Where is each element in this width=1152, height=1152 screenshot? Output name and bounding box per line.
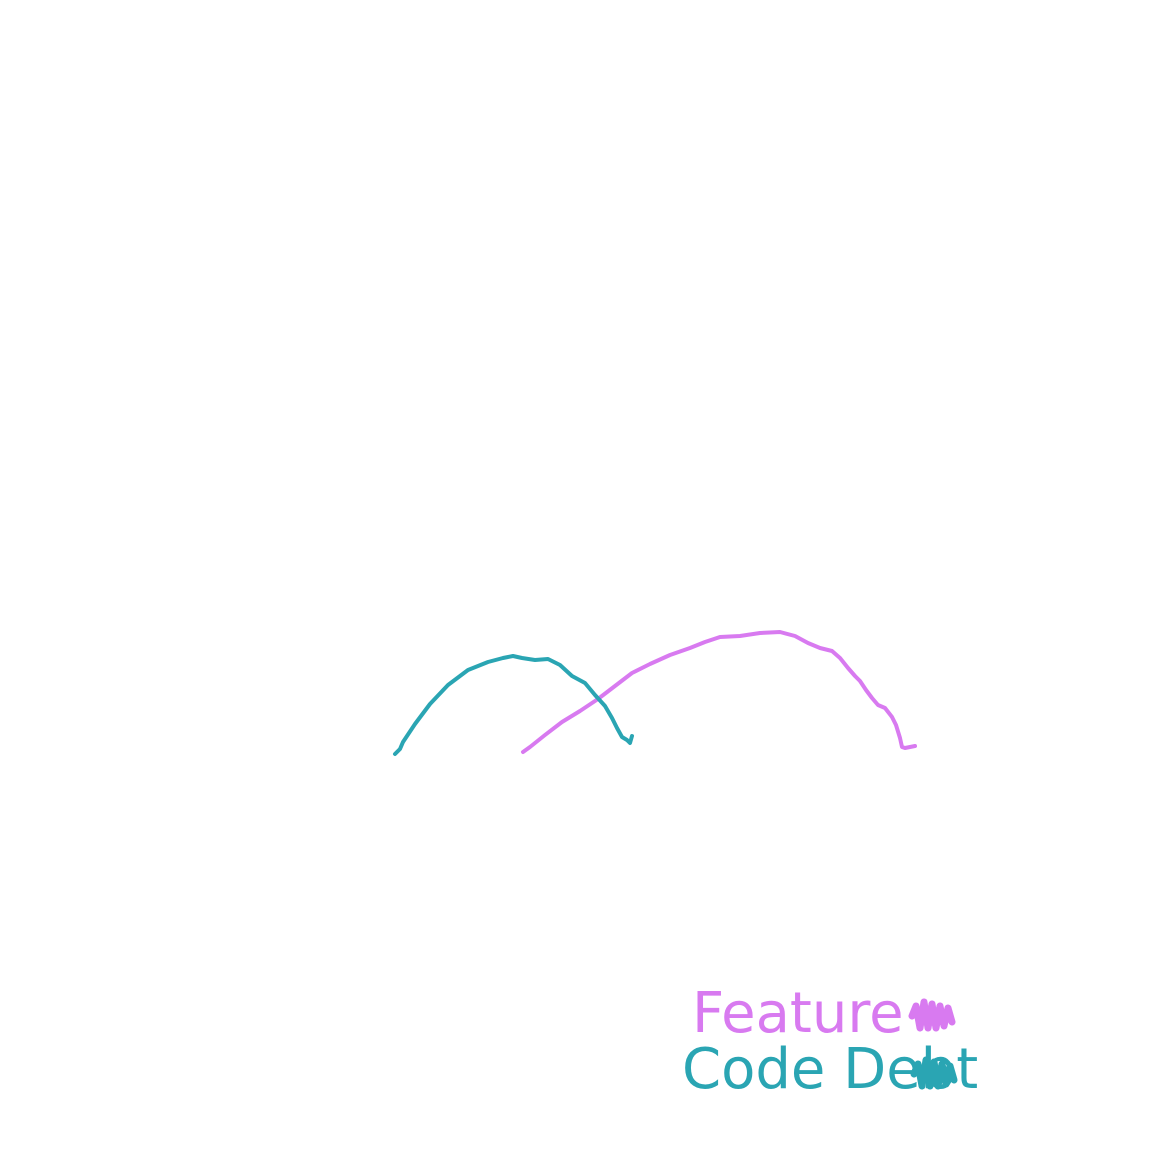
legend-swatch-scribble	[910, 1056, 958, 1090]
chart-plot-area	[393, 630, 917, 756]
legend-label-feature: Feature	[692, 981, 904, 1046]
legend-swatch-code-debt	[910, 1056, 958, 1090]
series-line-feature	[521, 630, 917, 754]
legend-swatch-scribble	[908, 998, 956, 1032]
chart-legend: Feature Code Debt	[682, 981, 978, 1102]
series-line-code-debt	[393, 654, 634, 756]
legend-swatch-feature	[908, 998, 956, 1032]
